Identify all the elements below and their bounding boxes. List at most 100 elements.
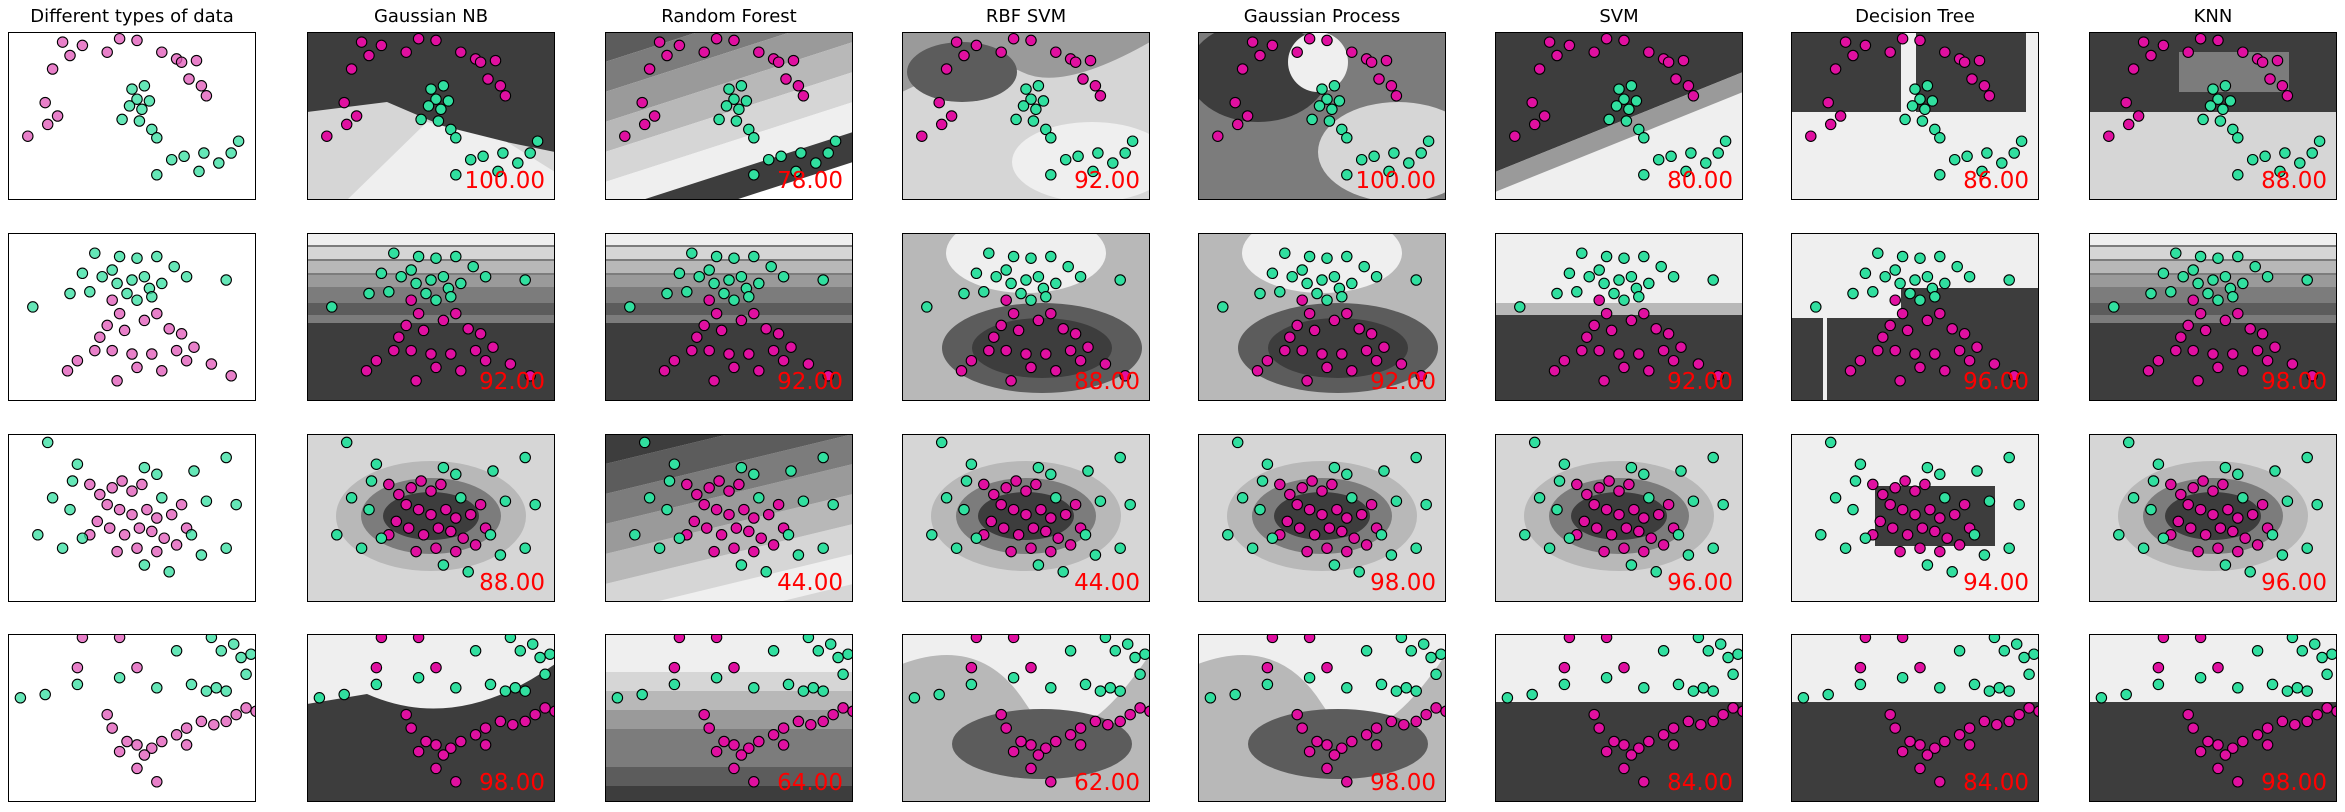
green-class-point	[1717, 498, 1729, 511]
magenta-class-point	[151, 776, 163, 788]
magenta-class-point	[1308, 529, 1321, 541]
accuracy-score-label: 88.00	[479, 570, 545, 596]
magenta-class-point	[847, 705, 853, 718]
green-class-point	[1375, 529, 1388, 541]
magenta-class-point	[1605, 529, 1618, 541]
green-class-point	[41, 436, 54, 449]
magenta-class-point	[1901, 324, 1914, 337]
magenta-class-point	[1625, 314, 1638, 327]
green-class-point	[1422, 135, 1435, 147]
magenta-class-point	[1000, 482, 1012, 494]
magenta-class-point	[118, 324, 131, 337]
green-class-point	[1425, 651, 1437, 664]
green-class-point	[1665, 150, 1677, 163]
green-class-point	[430, 93, 442, 105]
magenta-class-point	[2212, 762, 2224, 775]
magenta-class-point	[673, 634, 686, 644]
magenta-class-point	[400, 708, 412, 721]
magenta-class-point	[190, 54, 203, 67]
green-class-point	[782, 678, 795, 691]
magenta-class-point	[1308, 324, 1321, 337]
green-class-point	[27, 301, 39, 313]
magenta-class-point	[1677, 54, 1690, 67]
green-class-point	[1256, 475, 1269, 487]
green-class-point	[138, 461, 151, 474]
magenta-class-point	[1618, 34, 1630, 47]
column-title: Gaussian NB	[373, 6, 489, 27]
magenta-class-point	[733, 478, 745, 491]
magenta-class-point	[420, 735, 432, 748]
magenta-class-point	[1030, 478, 1042, 491]
green-class-point	[638, 436, 651, 449]
magenta-class-point	[393, 488, 405, 501]
green-class-point	[450, 682, 462, 694]
green-class-point	[2023, 668, 2035, 681]
green-class-point	[469, 645, 482, 657]
green-class-point	[728, 93, 740, 105]
green-class-point	[1551, 503, 1563, 516]
magenta-class-point	[151, 545, 163, 558]
magenta-class-point	[146, 525, 158, 538]
magenta-class-point	[1045, 545, 1057, 558]
magenta-class-point	[2182, 46, 2194, 58]
accuracy-score-label: 92.00	[1074, 168, 1140, 194]
green-class-point	[1675, 465, 1687, 477]
green-class-point	[1687, 685, 1700, 697]
magenta-class-point	[2237, 735, 2249, 748]
green-class-point	[1899, 113, 1911, 126]
magenta-class-point	[2182, 708, 2194, 721]
green-class-point	[1501, 692, 1514, 704]
green-class-point	[14, 692, 27, 704]
green-class-point	[2192, 277, 2204, 290]
green-class-point	[210, 682, 223, 694]
magenta-class-point	[1662, 56, 1675, 68]
magenta-class-point	[2197, 475, 2209, 487]
decision-boundary-panel: 44.00	[902, 434, 1150, 602]
green-class-point	[227, 638, 240, 650]
column-title: Decision Tree	[1855, 6, 1975, 27]
green-class-point	[220, 685, 232, 697]
green-class-point	[1092, 147, 1104, 159]
green-class-point	[728, 294, 740, 306]
green-class-point	[1410, 685, 1422, 697]
accuracy-score-label: 44.00	[777, 570, 843, 596]
magenta-class-point	[101, 46, 113, 58]
magenta-class-point	[1618, 739, 1630, 751]
magenta-class-point	[51, 110, 64, 122]
green-class-point	[1707, 451, 1719, 464]
green-class-point	[681, 286, 693, 298]
green-class-point	[1020, 274, 1032, 286]
magenta-class-point	[1074, 722, 1087, 734]
green-class-point	[663, 475, 676, 487]
green-class-point	[484, 678, 497, 691]
magenta-class-point	[1662, 498, 1675, 511]
magenta-class-point	[405, 482, 417, 494]
green-class-point	[2219, 461, 2232, 474]
magenta-class-point	[180, 739, 193, 751]
green-class-point	[2095, 692, 2108, 704]
magenta-class-point	[1007, 32, 1020, 45]
green-class-point	[123, 100, 136, 112]
magenta-class-point	[2212, 361, 2224, 374]
magenta-class-point	[1005, 545, 1017, 558]
magenta-class-point	[965, 354, 978, 367]
green-class-point	[477, 150, 489, 163]
magenta-class-point	[2187, 294, 2199, 306]
green-class-point	[1045, 250, 1057, 263]
magenta-class-point	[1336, 525, 1348, 538]
green-class-point	[1415, 147, 1427, 159]
magenta-class-point	[156, 46, 168, 58]
green-class-point	[89, 247, 101, 259]
magenta-class-point	[2152, 661, 2165, 674]
magenta-class-point	[1904, 735, 1916, 748]
magenta-class-point	[1395, 358, 1408, 370]
green-class-point	[965, 458, 978, 470]
magenta-class-point	[1134, 702, 1146, 714]
magenta-class-point	[1608, 735, 1620, 748]
green-class-point	[1618, 93, 1630, 105]
magenta-class-point	[158, 532, 170, 544]
green-class-point	[1114, 451, 1126, 464]
magenta-class-point	[170, 729, 183, 741]
green-class-point	[686, 247, 698, 259]
green-class-point	[1072, 150, 1084, 163]
